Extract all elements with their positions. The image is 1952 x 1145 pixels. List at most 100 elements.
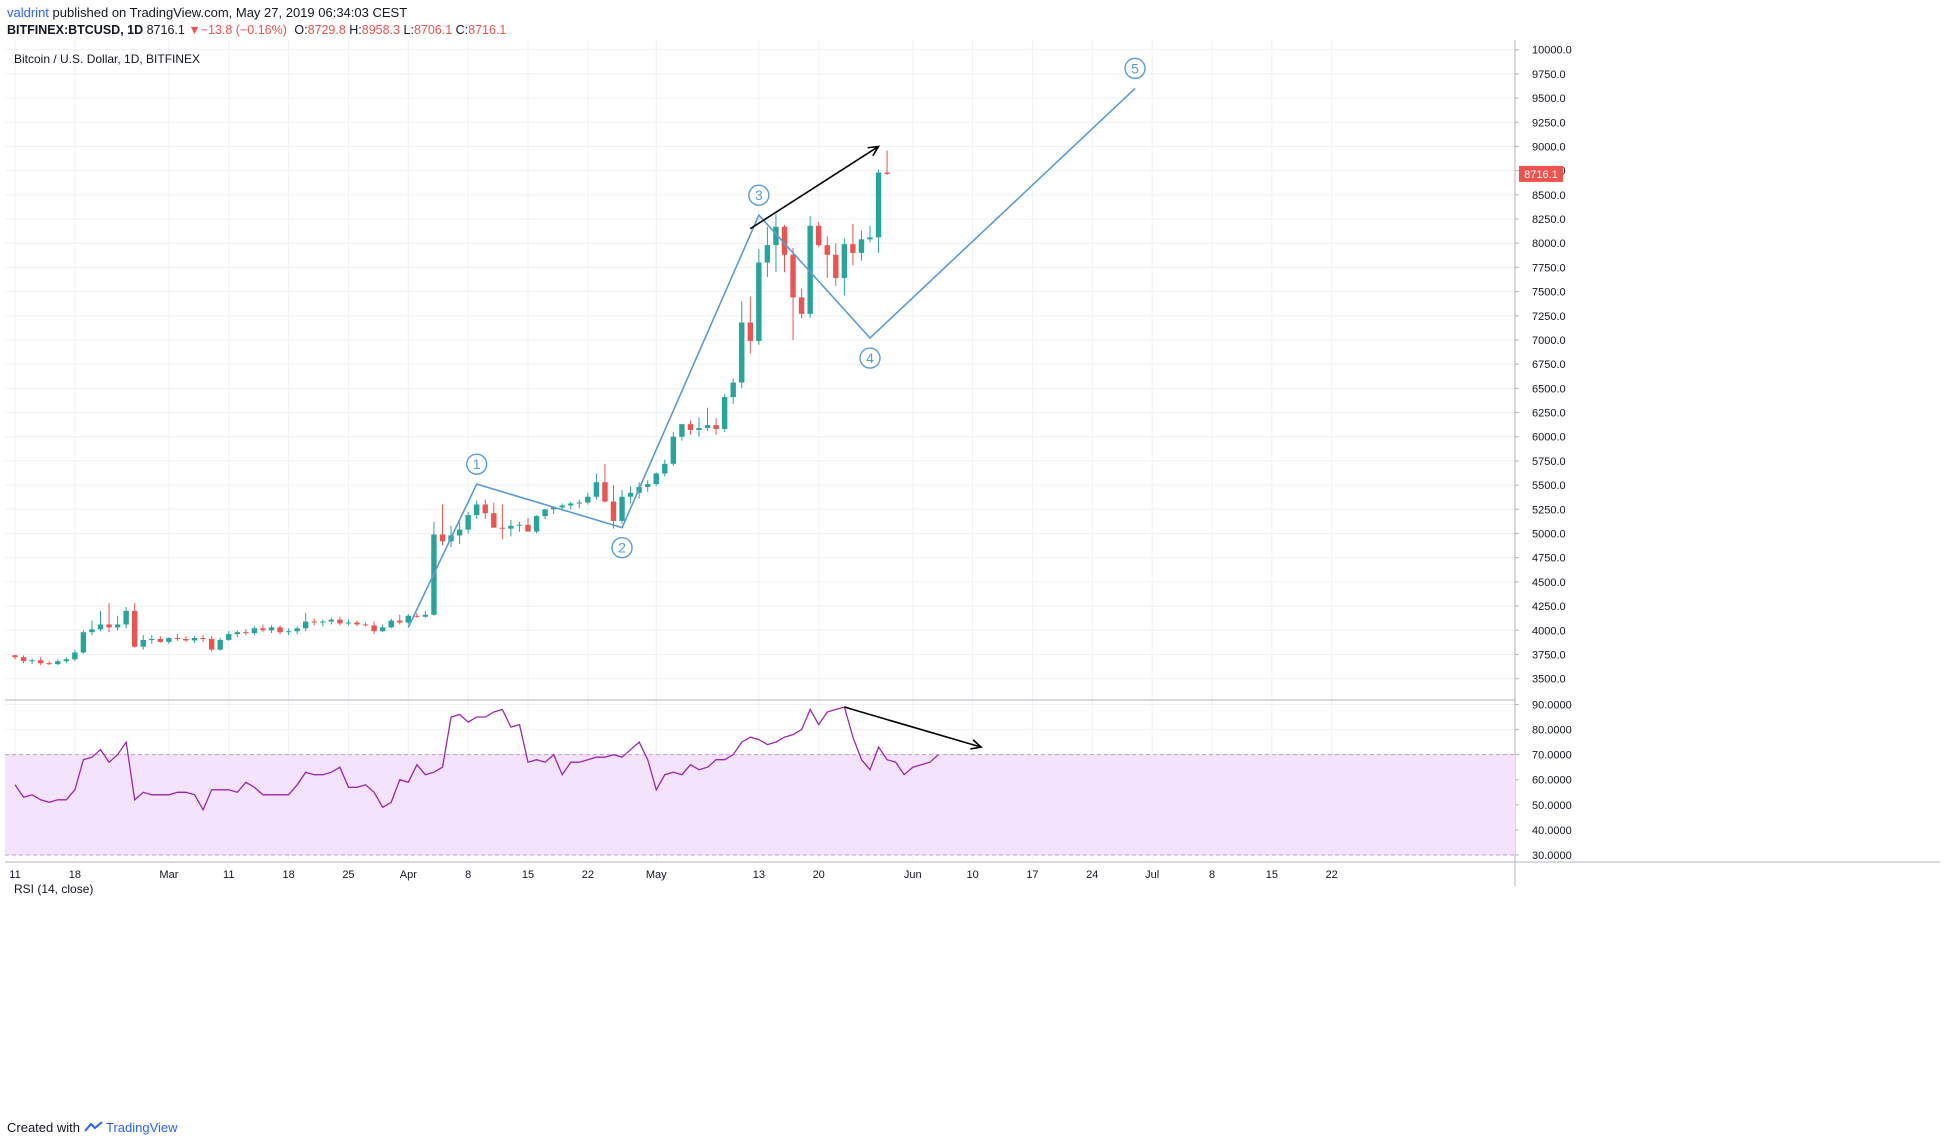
price-tick-label: 5000.0 xyxy=(1532,529,1566,541)
chart-svg[interactable]: 1 2 3 4 5 3500.0 3750.0 4000.0 4250.0 4500.0 4750.… xyxy=(0,40,1952,1112)
rsi-tick-label: 80.0000 xyxy=(1532,725,1572,737)
price-tick-label: 6500.0 xyxy=(1532,383,1566,395)
last-price-tag-label: 8716.1 xyxy=(1524,169,1558,181)
price-trend-arrow-shaft xyxy=(749,145,879,230)
price-tick-label: 3750.0 xyxy=(1532,649,1566,661)
candle xyxy=(867,225,873,243)
candle-body xyxy=(191,638,198,641)
low-value: 8706.1 xyxy=(413,23,453,37)
candle-body xyxy=(311,621,317,623)
candle xyxy=(730,378,736,404)
candle-body xyxy=(499,527,506,529)
candle-body xyxy=(422,614,429,617)
candle xyxy=(491,502,497,528)
candle-body xyxy=(217,639,223,650)
price-tick-label: 6250.0 xyxy=(1532,408,1566,420)
candle-body xyxy=(619,496,625,521)
candle xyxy=(191,636,198,643)
candle-body xyxy=(508,525,514,529)
candle-body xyxy=(260,628,266,631)
candle xyxy=(884,150,890,175)
price-tick-label: 4000.0 xyxy=(1532,625,1566,637)
candle-body xyxy=(525,524,531,532)
time-tick-label: Apr xyxy=(400,869,417,881)
chart-container[interactable]: 1 2 3 4 5 3500.0 3750.0 4000.0 4250.0 4500.0 4750.… xyxy=(0,40,1952,1117)
candle-body xyxy=(593,482,600,497)
author-link[interactable]: valdrint xyxy=(7,5,49,20)
wave-label-circle xyxy=(466,453,488,475)
candle xyxy=(474,500,480,519)
candle xyxy=(790,248,796,340)
candle-body xyxy=(747,322,753,341)
wave-label-4: 4 xyxy=(859,347,881,369)
price-tick-label: 9250.0 xyxy=(1532,117,1566,129)
tradingview-brand-link[interactable]: TradingView xyxy=(105,1120,178,1135)
price-tick-label: 8500.0 xyxy=(1532,190,1566,202)
candle xyxy=(37,657,44,666)
candle xyxy=(174,634,181,641)
wave-label-3: 3 xyxy=(748,184,770,206)
candle-body xyxy=(345,622,352,624)
candle-body xyxy=(294,628,300,632)
candle xyxy=(721,394,728,432)
candle-body xyxy=(585,496,591,503)
candle-body xyxy=(816,225,822,246)
wave-label-text: 2 xyxy=(618,540,626,556)
candle-body xyxy=(576,502,582,504)
candle xyxy=(439,504,446,546)
candle-body xyxy=(533,516,540,532)
time-tick-label: May xyxy=(646,869,667,881)
candle xyxy=(875,169,882,253)
candles xyxy=(12,150,890,666)
candle xyxy=(80,630,87,654)
candle-body xyxy=(72,652,78,660)
candle-body xyxy=(46,663,52,665)
price-tick-label: 5500.0 xyxy=(1532,480,1566,492)
candle xyxy=(72,649,78,662)
candle xyxy=(132,603,138,648)
candle xyxy=(251,626,258,636)
candle xyxy=(243,629,249,636)
candle xyxy=(268,625,275,634)
grid xyxy=(5,40,1940,886)
candle-body xyxy=(29,660,35,662)
last-price: 8716.1 xyxy=(146,23,185,37)
wave-label-1: 1 xyxy=(466,453,488,475)
candle xyxy=(704,407,711,431)
candle-body xyxy=(679,424,685,437)
candle-body xyxy=(362,624,369,626)
rsi-divergence-arrow-head xyxy=(970,739,983,750)
time-tick-label: Jun xyxy=(904,869,922,881)
published-text: published on TradingView.com, May 27, 20… xyxy=(52,5,408,20)
wave-label-text: 3 xyxy=(755,187,763,203)
candle xyxy=(371,621,377,635)
candle xyxy=(645,480,651,492)
candle-body xyxy=(645,484,651,488)
price-tick-label: 4500.0 xyxy=(1532,577,1566,589)
time-tick-label: 8 xyxy=(465,869,471,881)
price-tick-label: 9500.0 xyxy=(1532,93,1566,105)
time-tick-label: 11 xyxy=(9,869,20,881)
time-tick-label: 24 xyxy=(1086,869,1098,881)
candle-body xyxy=(568,503,574,506)
candle xyxy=(149,635,155,644)
candle xyxy=(533,515,540,534)
time-tick-label: 13 xyxy=(753,869,765,881)
candle xyxy=(516,521,523,532)
candle xyxy=(593,473,600,500)
close-label: C: xyxy=(455,23,469,37)
wave-label-5: 5 xyxy=(1124,57,1146,80)
candle xyxy=(354,620,360,627)
candle xyxy=(157,636,164,643)
rsi-tick-label: 30.0000 xyxy=(1532,850,1572,862)
candle-body xyxy=(559,505,565,508)
price-tick-label: 7500.0 xyxy=(1532,287,1566,299)
candle-body xyxy=(474,504,480,516)
candle-body xyxy=(662,463,668,474)
candle xyxy=(379,624,386,633)
wave-label-circle xyxy=(748,184,770,206)
candle xyxy=(542,509,548,519)
candle xyxy=(713,418,719,435)
candle xyxy=(525,518,531,532)
candle-body xyxy=(516,524,523,526)
